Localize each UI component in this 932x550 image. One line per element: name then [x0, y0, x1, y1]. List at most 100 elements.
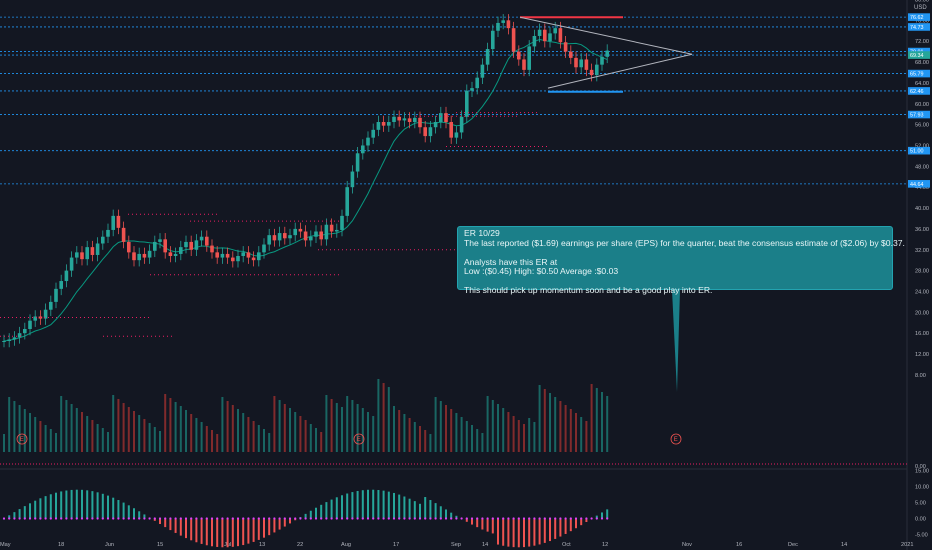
volume-bar	[190, 414, 193, 452]
volume-bar	[601, 392, 603, 452]
volume-bar	[127, 407, 130, 452]
candle-body	[439, 113, 443, 123]
y-tick-label: 68.00	[915, 60, 929, 66]
level-label: 74.73	[910, 25, 924, 31]
candle-body	[433, 122, 438, 128]
volume-bar	[252, 421, 255, 452]
candle-body	[179, 247, 183, 254]
level-label: 69.34	[910, 53, 924, 59]
oscillator-bar	[341, 495, 343, 519]
candle-body	[257, 252, 261, 261]
candle-body	[496, 22, 500, 31]
oscillator-bar	[361, 490, 364, 519]
volume-bar	[387, 387, 390, 452]
zero-dot	[564, 517, 567, 520]
volume-bar	[356, 404, 359, 452]
candle-body	[75, 252, 79, 258]
candle-body	[28, 320, 32, 330]
y-tick-label: 20.00	[915, 310, 929, 316]
oscillator-bar	[216, 518, 219, 547]
volume-bar	[226, 401, 229, 452]
oscillator-bar	[330, 499, 333, 519]
oscillator-bar	[263, 518, 265, 538]
oscillator-bar	[398, 494, 401, 519]
earnings-event-label: E	[20, 437, 24, 443]
zero-dot	[34, 517, 37, 520]
candle-body	[574, 57, 578, 68]
oscillator-bar	[554, 518, 557, 539]
volume-bar	[23, 409, 26, 452]
oscillator-bar	[528, 518, 531, 547]
oscillator-bar	[559, 518, 562, 537]
volume-bar	[278, 400, 281, 452]
oscillator-bar	[507, 518, 510, 547]
zero-dot	[101, 517, 104, 520]
oscillator-bar	[335, 497, 338, 519]
zero-dot	[408, 517, 411, 520]
volume-bar	[512, 416, 515, 452]
volume-bar	[367, 412, 369, 452]
zero-dot	[268, 517, 271, 520]
volume-bar	[330, 399, 333, 452]
volume-bar	[424, 430, 427, 452]
candle-body	[569, 51, 573, 58]
oscillator-bar	[512, 518, 515, 548]
oscillator-bar	[127, 505, 130, 519]
candle-body	[49, 301, 53, 310]
zero-dot	[184, 517, 188, 520]
oscillator-bar	[153, 518, 156, 521]
volume-bar	[49, 429, 52, 452]
x-tick-label: 2021	[901, 542, 913, 548]
candle-body	[558, 28, 563, 43]
zero-dot	[569, 517, 572, 520]
volume-bar	[117, 399, 120, 452]
candle-body	[563, 42, 568, 52]
zero-dot	[434, 517, 437, 520]
candle-body	[241, 252, 245, 257]
level-tag	[908, 87, 930, 95]
volume-bar	[34, 417, 37, 452]
earnings-annotation[interactable]: ER 10/29 The last reported ($1.69) earni…	[457, 226, 905, 295]
candle-body	[303, 231, 308, 241]
volume-bar	[429, 434, 432, 452]
zero-dot	[335, 517, 338, 520]
volume-bar	[81, 412, 83, 452]
oscillator-bar	[65, 490, 68, 519]
volume-bar	[221, 397, 224, 452]
oscillator-bar	[257, 518, 260, 540]
volume-bar	[211, 430, 213, 452]
candle-body	[205, 236, 209, 246]
y-tick-label: 36.00	[915, 227, 929, 233]
volume-bar	[460, 417, 463, 452]
oscillator-bar	[39, 498, 42, 519]
oscillator-bar	[91, 491, 94, 519]
volume-bar	[283, 404, 286, 452]
volume-bar	[112, 395, 115, 452]
candle-body	[314, 231, 318, 237]
oscillator-bar	[372, 489, 375, 519]
volume-bar	[299, 416, 302, 452]
level-tag	[908, 69, 930, 78]
candle-body	[605, 50, 609, 57]
zero-dot	[54, 517, 58, 520]
zero-dot	[288, 517, 292, 520]
oscillator-bar	[564, 518, 567, 534]
candle-body	[64, 270, 69, 282]
volume-bar	[133, 411, 135, 452]
candle-body	[418, 117, 422, 128]
zero-dot	[132, 517, 136, 520]
candle-body	[106, 229, 110, 237]
zero-dot	[2, 517, 6, 520]
candle-body	[54, 288, 58, 302]
volume-bar	[39, 421, 42, 452]
zero-dot	[554, 517, 557, 520]
oscillator-bar	[200, 518, 203, 544]
x-tick-label: Aug	[341, 542, 351, 548]
oscillator-bar	[575, 518, 577, 529]
candle-body	[543, 29, 547, 42]
x-tick-label: Oct	[562, 542, 571, 548]
candle-body	[2, 340, 6, 342]
candle-body	[215, 252, 219, 258]
candle-body	[7, 339, 11, 341]
